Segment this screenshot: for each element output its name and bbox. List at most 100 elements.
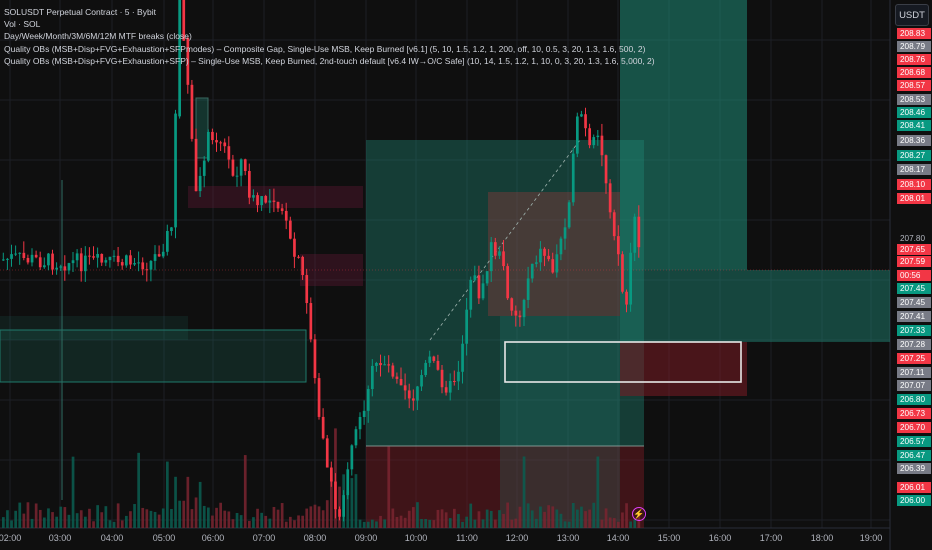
candle-body: [612, 212, 616, 237]
selected-ob-box: [504, 341, 742, 383]
volume-bar: [604, 508, 608, 528]
volume-bar: [375, 521, 378, 528]
candle-body: [514, 310, 518, 316]
candle-body: [407, 390, 411, 399]
price-axis-label: 206.39: [897, 463, 931, 474]
volume-bar: [424, 519, 427, 528]
volume-bar: [571, 502, 575, 528]
candle-body: [518, 315, 522, 318]
candle-body: [334, 481, 337, 510]
price-axis-label: 208.68: [897, 67, 931, 78]
candle-body: [522, 299, 526, 318]
candle-body: [498, 251, 501, 256]
candle-body: [502, 251, 505, 267]
candle-body: [252, 195, 255, 198]
volume-bar: [100, 512, 104, 528]
volume-bar: [223, 510, 227, 528]
candle-body: [432, 356, 436, 361]
candlesticks: [2, 0, 641, 522]
volume-bar: [211, 515, 214, 528]
candle-body: [391, 365, 395, 377]
candle-body: [22, 252, 26, 258]
volume-bar: [608, 517, 612, 528]
volume-bar: [395, 517, 399, 528]
candle-body: [375, 362, 378, 366]
volume-bar: [59, 506, 63, 528]
volume-bar: [391, 508, 395, 528]
volume-bar: [71, 456, 75, 528]
candle-body: [149, 260, 153, 270]
volume-bar: [30, 518, 34, 528]
legend-indicator-mtf[interactable]: Day/Week/Month/3M/6M/12M MTF breaks (clo…: [4, 31, 192, 42]
volume-bar: [157, 514, 161, 528]
volume-bar: [530, 510, 534, 528]
price-axis-label: 207.45: [897, 297, 931, 308]
candle-body: [157, 254, 161, 257]
candle-body: [399, 378, 403, 386]
volume-bar: [440, 509, 444, 528]
candle-body: [272, 200, 276, 202]
price-axis-label: 207.11: [897, 367, 931, 378]
candle-body: [198, 175, 202, 192]
time-axis-tick: 16:00: [708, 533, 732, 543]
ob-zone-magenta-1: [188, 186, 363, 208]
volume-bar: [18, 502, 22, 528]
time-axis-tick: 06:00: [201, 533, 225, 543]
volume-bar: [576, 509, 579, 528]
volume-bar: [252, 517, 255, 528]
candle-body: [448, 380, 452, 393]
candle-body: [38, 257, 42, 268]
lightning-icon[interactable]: ⚡: [632, 507, 646, 521]
candle-body: [26, 257, 30, 263]
volume-bar: [428, 519, 432, 528]
candle-body: [354, 429, 358, 446]
volume-bar: [457, 514, 460, 528]
candle-body: [625, 291, 628, 305]
candle-body: [190, 84, 194, 139]
candle-body: [350, 445, 354, 470]
legend-indicator-qob-v64[interactable]: Quality OBs (MSB+Disp+FVG+Exhaustion+SFP…: [4, 55, 655, 66]
currency-button[interactable]: USDT: [895, 4, 929, 26]
volume-bar: [416, 502, 419, 528]
price-axis-label: 207.41: [897, 311, 931, 322]
volume-bar: [272, 506, 276, 528]
candle-body: [100, 253, 104, 263]
volume-bar: [231, 519, 235, 528]
legend-volume[interactable]: Vol · SOL: [4, 19, 41, 30]
volume-bar: [539, 506, 542, 528]
volume-bar: [194, 497, 198, 528]
candle-body: [194, 138, 198, 192]
volume-bar: [297, 515, 300, 528]
candle-body: [18, 252, 22, 254]
candle-body: [67, 263, 71, 271]
candle-body: [600, 135, 604, 156]
candle-body: [465, 309, 468, 344]
candle-body: [153, 254, 157, 261]
candle-body: [170, 227, 173, 232]
candle-body: [461, 343, 464, 372]
candle-body: [395, 376, 399, 379]
volume-bar: [321, 510, 325, 528]
time-axis-tick: 08:00: [303, 533, 327, 543]
price-axis-label: 208.76: [897, 54, 931, 65]
candle-body: [104, 260, 108, 263]
time-axis-tick: 11:00: [456, 533, 478, 543]
candle-body: [383, 364, 386, 366]
candle-body: [317, 378, 321, 417]
candle-body: [621, 254, 624, 292]
legend-indicator-qob-v61[interactable]: Quality OBs (MSB+Disp+FVG+Exhaustion+SFP…: [4, 43, 646, 54]
candle-body: [559, 238, 563, 255]
volume-bar: [448, 518, 452, 528]
candle-body: [268, 200, 272, 203]
legend-symbol[interactable]: SOLUSDT Perpetual Contract · 5 · Bybit: [4, 7, 156, 17]
volume-bar: [129, 511, 132, 528]
volume-bar: [551, 506, 555, 528]
volume-bars: [2, 428, 641, 528]
volume-bar: [563, 521, 567, 528]
volume-bar: [14, 510, 17, 528]
position-right-profit-zone: [620, 270, 890, 342]
volume-bar: [55, 516, 58, 528]
candle-body: [338, 509, 341, 517]
candle-body: [535, 262, 538, 264]
